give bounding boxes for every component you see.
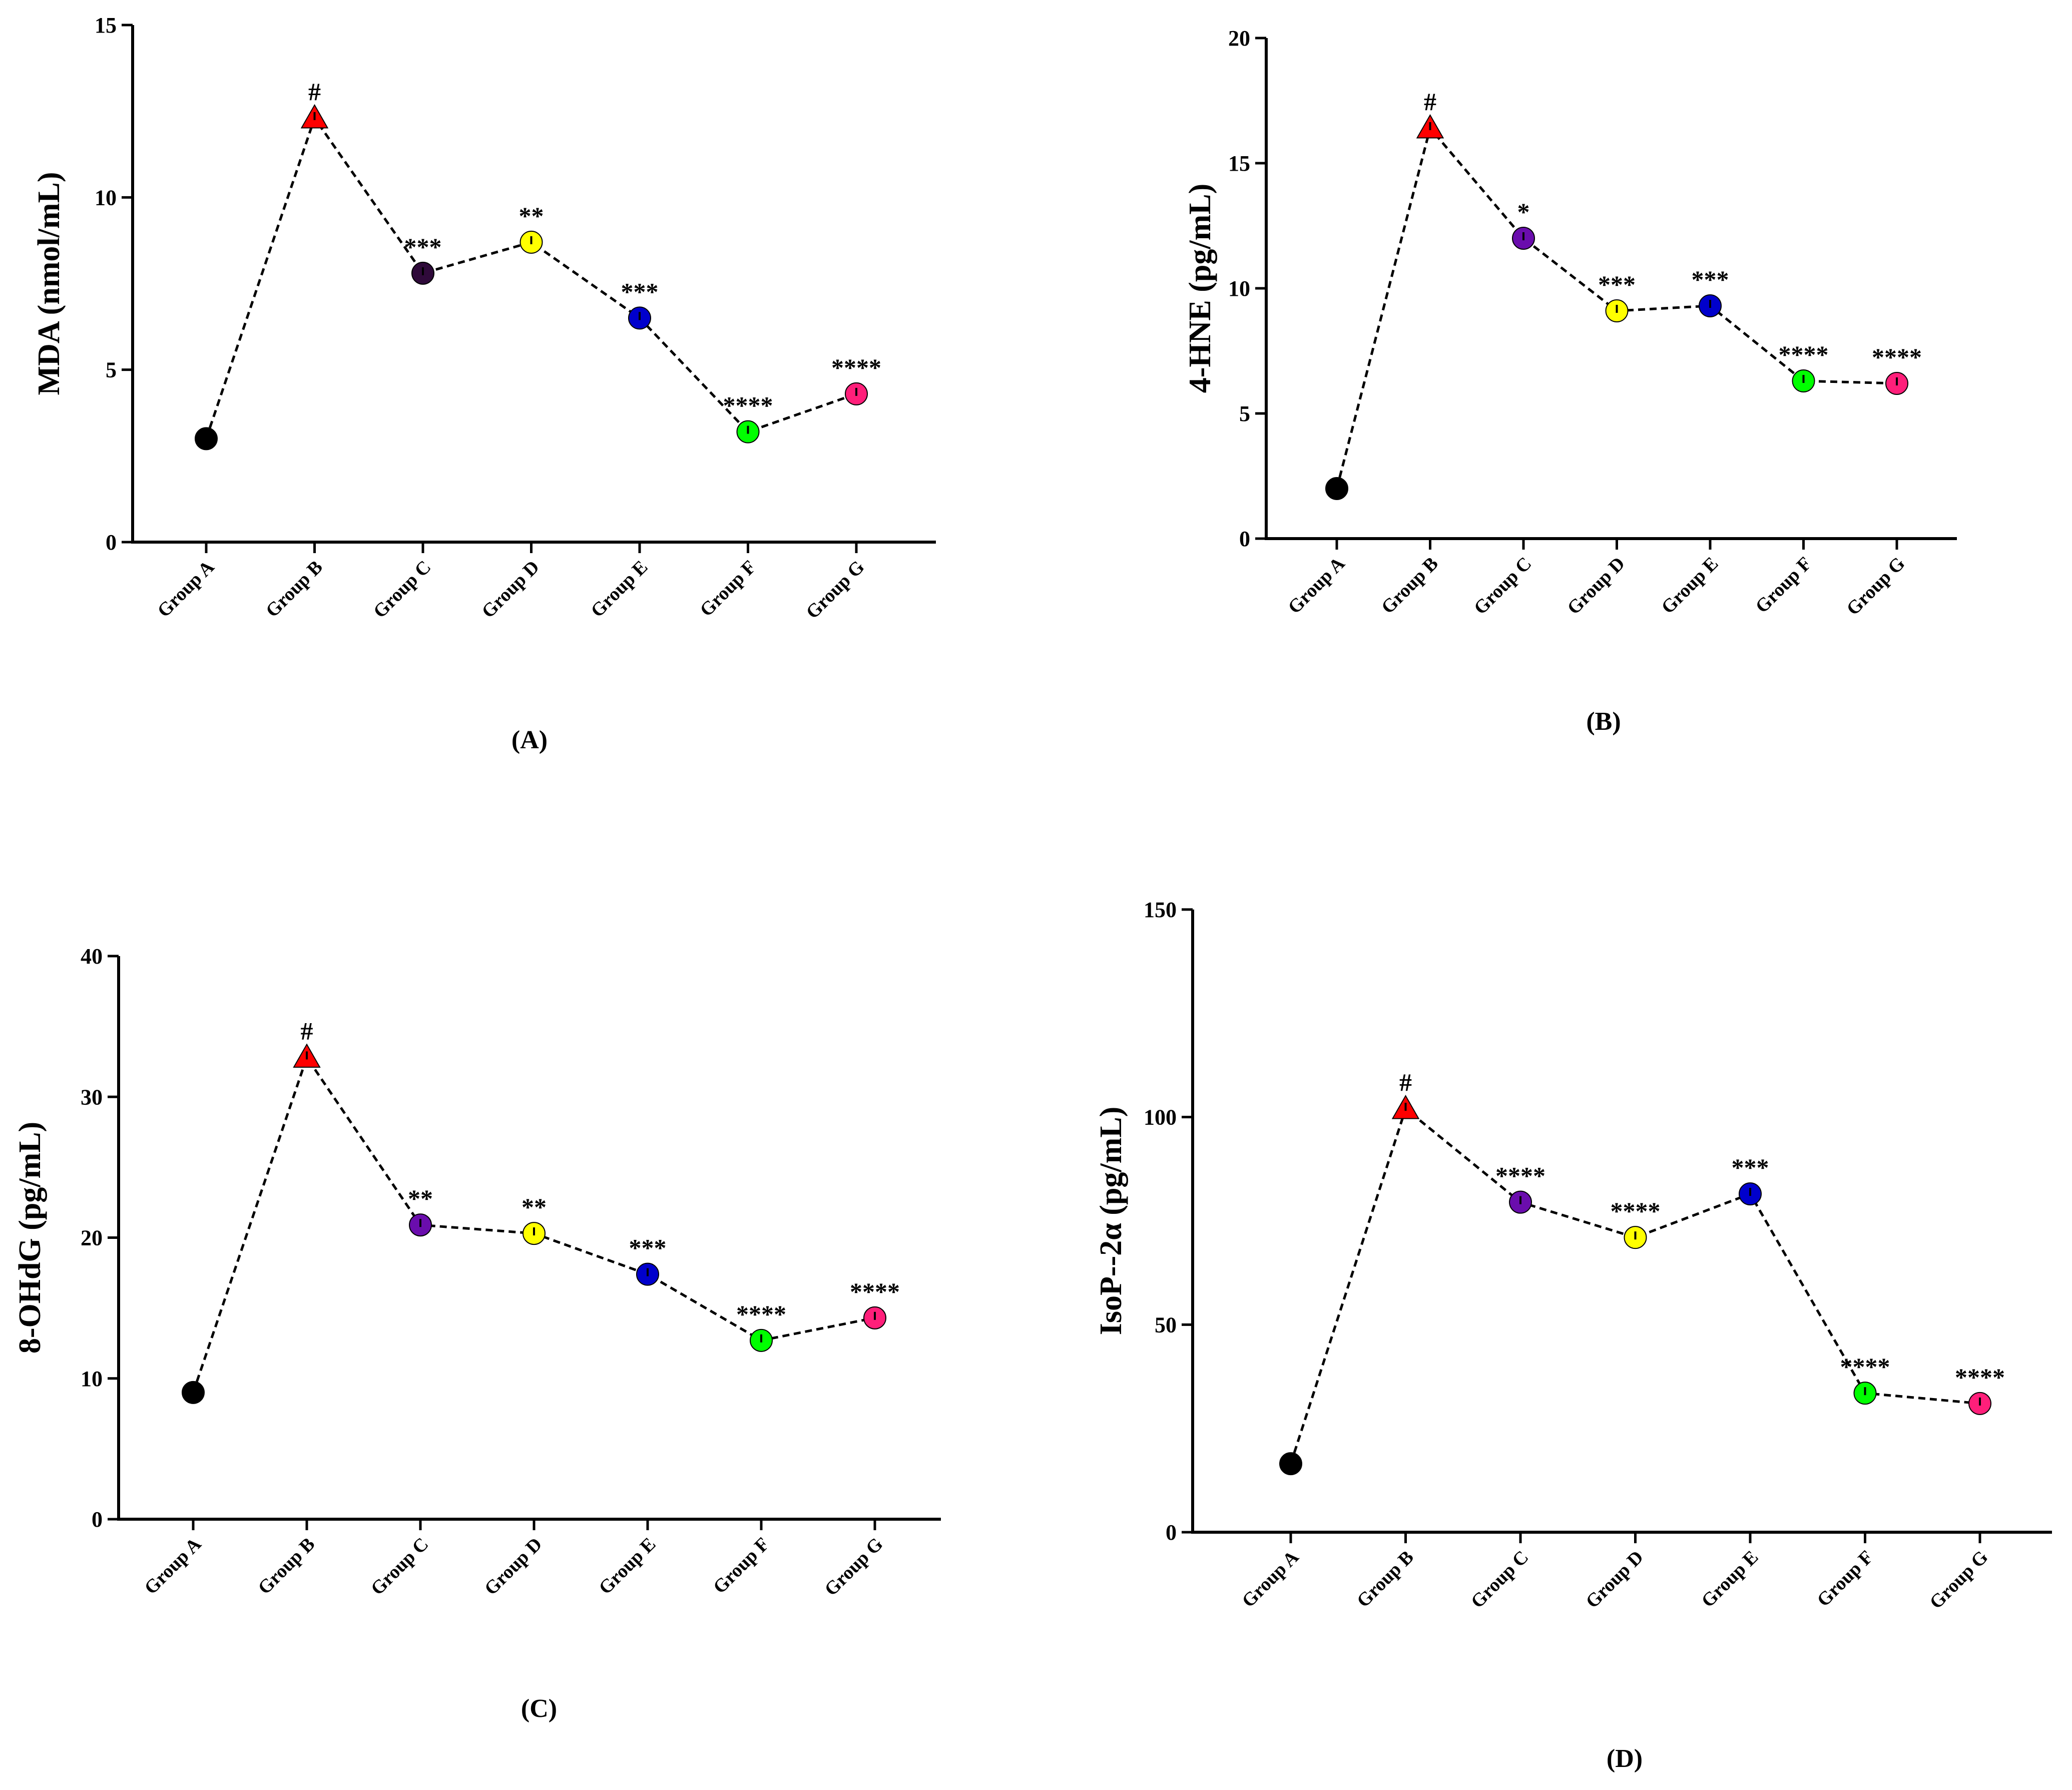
x-tick-label: Group E <box>1657 553 1722 618</box>
y-tick-label: 15 <box>95 13 117 38</box>
significance-label: **** <box>1840 1353 1890 1381</box>
significance-label: ** <box>519 202 544 230</box>
significance-label: *** <box>1598 270 1636 298</box>
x-tick-label: Group F <box>1751 553 1815 617</box>
y-tick-label: 40 <box>81 944 103 969</box>
x-tick-label: Group F <box>1813 1547 1877 1611</box>
significance-label: **** <box>831 353 881 381</box>
significance-label: *** <box>629 1234 667 1262</box>
y-tick-label: 30 <box>81 1085 103 1109</box>
y-axis-title: 8-OHdG (pg/mL) <box>13 1122 47 1354</box>
x-tick-label: Group A <box>153 556 218 621</box>
x-tick-label: Group A <box>140 1533 205 1598</box>
significance-label: *** <box>1692 265 1729 293</box>
panel-label: (A) <box>511 726 548 754</box>
significance-label: **** <box>1495 1162 1545 1190</box>
y-tick-label: 20 <box>1228 26 1250 51</box>
y-axis-title: MDA (nmol/mL) <box>32 172 66 395</box>
significance-label: *** <box>1732 1153 1769 1181</box>
y-tick-label: 10 <box>95 185 117 210</box>
y-tick-label: 15 <box>1228 151 1250 176</box>
y-tick-label: 100 <box>1144 1105 1177 1130</box>
panel-label: (C) <box>521 1694 557 1723</box>
significance-label: # <box>308 78 321 106</box>
chart-panel-c: 0 10 20 30 40 8-OHdG (pg/mL) Group A Group B Gro… <box>13 944 941 1723</box>
significance-label: *** <box>621 277 659 305</box>
x-tick-label: Group D <box>1582 1547 1647 1612</box>
series-line <box>205 115 857 439</box>
significance-label: **** <box>850 1277 900 1305</box>
chart-panel-b: 0 5 10 15 20 4-HNE (pg/mL) Group A Group B Group… <box>1183 26 1957 736</box>
x-tick-label: Group C <box>369 557 435 622</box>
y-tick-label: 0 <box>92 1507 103 1532</box>
y-tick-label: 0 <box>1166 1520 1177 1545</box>
x-tick-label: Group C <box>1470 553 1535 619</box>
x-tick-label: Group B <box>1377 553 1442 618</box>
y-tick-label: 50 <box>1155 1312 1177 1337</box>
chart-panel-d: 0 50 100 150 IsoP--2α (pg/mL) Group A Group B G… <box>1094 898 2052 1773</box>
x-tick-label: Group D <box>477 557 543 622</box>
y-tick-label: 10 <box>81 1367 103 1391</box>
x-tick-label: Group B <box>262 557 327 622</box>
x-tick-label: Group F <box>696 557 760 621</box>
x-tick-label: Group B <box>1353 1547 1418 1612</box>
significance-label: # <box>1399 1068 1412 1096</box>
x-tick-label: Group C <box>1467 1547 1532 1612</box>
y-tick-label: 10 <box>1228 276 1250 301</box>
y-tick-label: 150 <box>1144 898 1177 922</box>
y-tick-label: 5 <box>106 358 117 382</box>
significance-label: **** <box>1611 1197 1661 1225</box>
x-tick-label: Group C <box>367 1534 432 1599</box>
x-tick-label: Group G <box>820 1534 887 1600</box>
significance-label: * <box>1517 198 1530 226</box>
x-tick-label: Group G <box>802 557 868 623</box>
series-line <box>1289 1106 1980 1464</box>
y-tick-label: 20 <box>81 1226 103 1250</box>
x-tick-label: Group E <box>595 1534 660 1599</box>
significance-label: **** <box>736 1300 786 1328</box>
y-tick-label: 0 <box>1239 527 1250 551</box>
y-axis-title: IsoP--2α (pg/mL) <box>1094 1107 1128 1335</box>
y-tick-label: 0 <box>106 530 117 555</box>
significance-label: # <box>1424 88 1436 116</box>
x-tick-label: Group B <box>254 1534 319 1599</box>
significance-label: ** <box>522 1193 547 1221</box>
chart-panel-a: 0 5 10 15 MDA (nmol/mL) Group A Group B Group C… <box>32 13 936 754</box>
x-tick-label: Group A <box>1284 553 1349 618</box>
x-tick-label: Group E <box>587 557 652 622</box>
x-tick-label: Group D <box>1563 553 1629 619</box>
x-tick-label: Group F <box>709 1534 773 1598</box>
x-tick-label: Group E <box>1697 1547 1762 1612</box>
significance-label: **** <box>1872 343 1922 371</box>
significance-label: **** <box>1779 340 1829 368</box>
x-tick-label: Group D <box>480 1534 546 1599</box>
panel-label: (B) <box>1586 707 1621 736</box>
y-tick-label: 5 <box>1239 401 1250 426</box>
x-tick-label: Group G <box>1925 1547 1992 1613</box>
significance-label: # <box>301 1017 313 1045</box>
significance-label: **** <box>1955 1363 2005 1391</box>
significance-label: **** <box>723 391 773 419</box>
x-tick-label: Group G <box>1842 553 1909 620</box>
significance-label: ** <box>408 1184 433 1212</box>
y-axis-title: 4-HNE (pg/mL) <box>1183 184 1217 393</box>
x-tick-label: Group A <box>1238 1546 1303 1611</box>
panel-label: (D) <box>1607 1744 1643 1773</box>
significance-label: *** <box>404 233 442 261</box>
